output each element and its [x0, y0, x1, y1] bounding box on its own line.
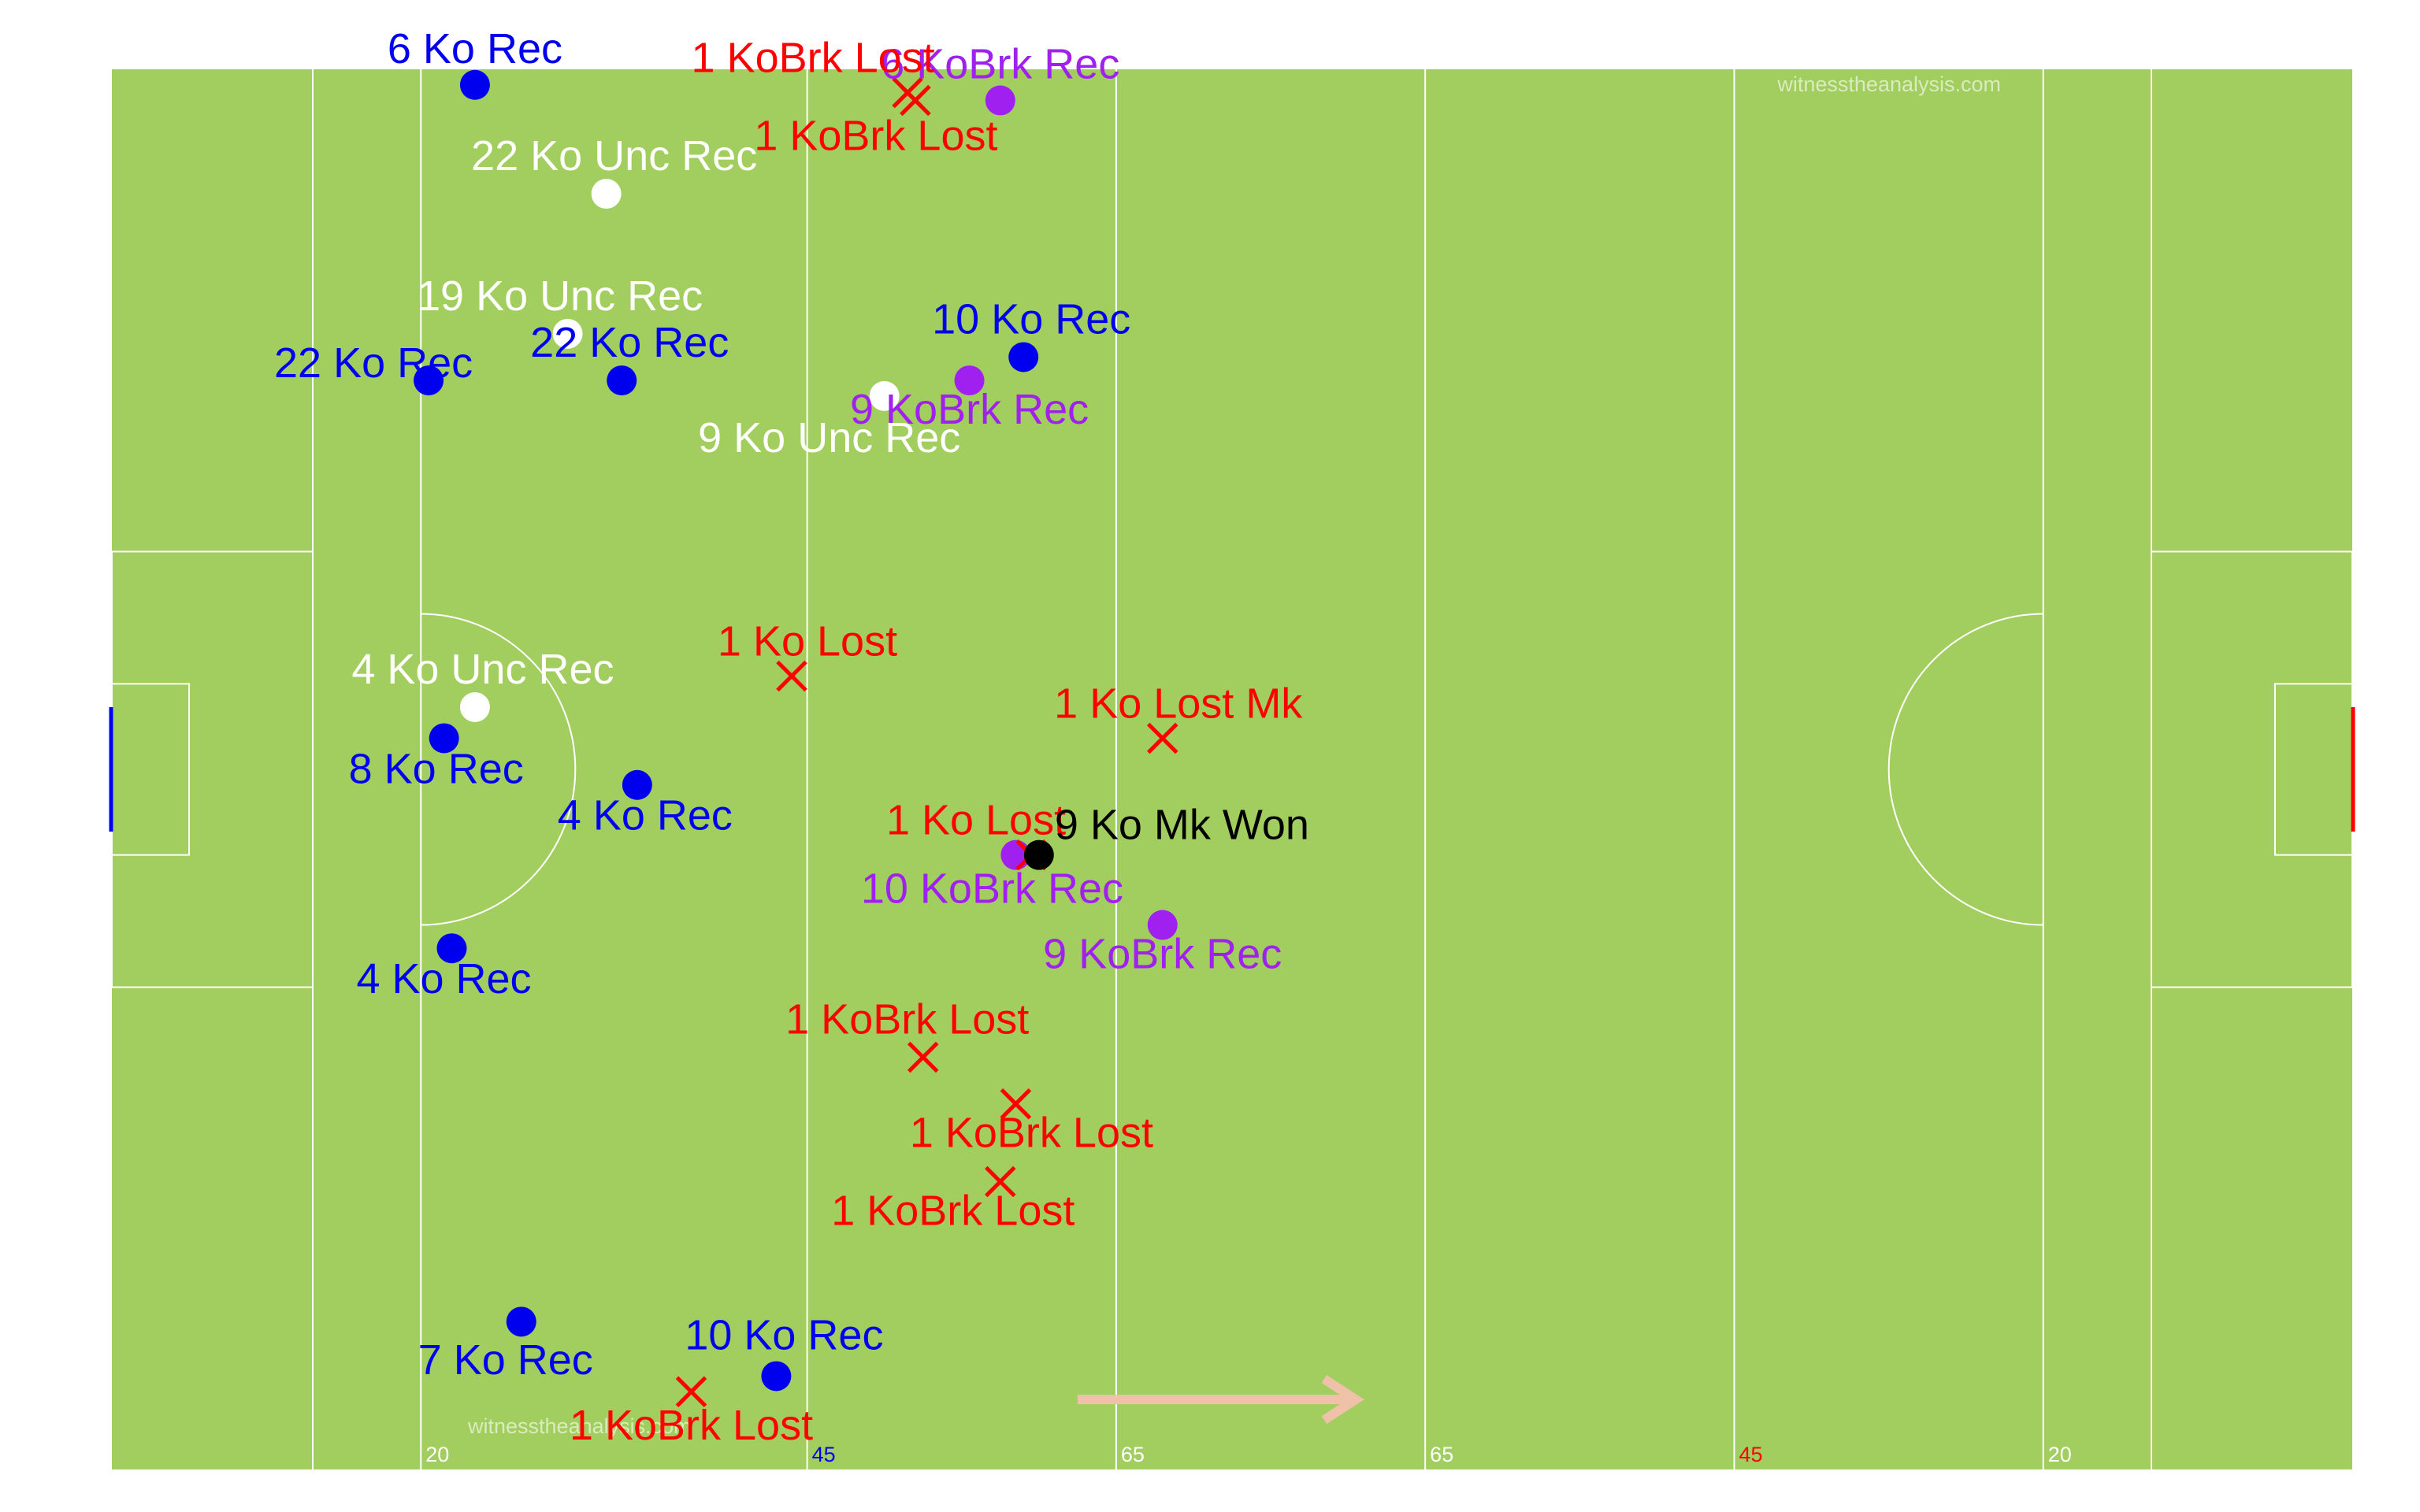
event-label: 1 Ko Lost Mk — [1054, 680, 1303, 727]
lost-cross-marker — [985, 1166, 1016, 1198]
event-label: 22 Ko Rec — [274, 339, 473, 387]
kobrk_rec-dot-marker — [1147, 910, 1178, 940]
rec-dot-marker — [761, 1361, 792, 1392]
attack-direction-arrow — [1077, 1375, 1364, 1425]
event-label: 1 KoBrk Lost — [692, 35, 935, 82]
event-markers — [414, 69, 1178, 1407]
event-label: 1 KoBrk Lost — [785, 995, 1029, 1043]
watermark-bottom: witnesstheanalysis.com — [467, 1414, 692, 1438]
event-label: 1 Ko Lost — [718, 617, 897, 665]
event-label: 9 Ko Mk Won — [1055, 802, 1309, 849]
unc_rec-dot-marker — [552, 318, 583, 349]
event-label: 6 KoBrk Rec — [881, 41, 1119, 88]
event-label: 22 Ko Unc Rec — [471, 132, 757, 180]
event-label: 22 Ko Rec — [530, 319, 729, 366]
event-label: 1 KoBrk Lost — [910, 1110, 1153, 1157]
rec-dot-marker — [607, 365, 637, 396]
lost-cross-marker — [1000, 1088, 1032, 1120]
lost-cross-marker — [675, 1376, 707, 1407]
x-tick-label: 45 — [812, 1443, 836, 1466]
arc-right — [1887, 613, 2043, 926]
event-label: 9 Ko Unc Rec — [698, 414, 960, 461]
arc-left — [421, 613, 577, 926]
event-label: 10 KoBrk Rec — [861, 865, 1123, 913]
lost-cross-marker — [900, 84, 931, 117]
event-label: 7 Ko Rec — [418, 1336, 593, 1384]
lost-cross-marker — [776, 660, 807, 692]
event-label: 1 KoBrk Lost — [831, 1187, 1075, 1234]
event-label: 4 Ko Rec — [558, 792, 733, 839]
lost-cross-marker — [907, 1041, 939, 1073]
x-axis-ticks: 20 45 65 65 45 20 — [425, 1443, 2071, 1466]
unc_rec-dot-marker — [591, 179, 622, 209]
event-label: 19 Ko Unc Rec — [417, 272, 703, 320]
x-tick-label: 20 — [425, 1443, 449, 1466]
event-label: 4 Ko Unc Rec — [351, 646, 614, 693]
rec-dot-marker — [459, 69, 490, 100]
mark_won-dot-marker — [1023, 839, 1054, 870]
unc_rec-dot-marker — [459, 691, 490, 722]
arrow-head — [1321, 1375, 1364, 1425]
rec-dot-marker — [429, 723, 459, 754]
event-label: 10 Ko Rec — [685, 1311, 883, 1358]
lost-cross-marker — [1146, 722, 1178, 754]
x-tick-label: 65 — [1121, 1443, 1145, 1466]
x-tick-label: 45 — [1739, 1443, 1762, 1466]
x-tick-label: 20 — [2048, 1443, 2072, 1466]
event-label: 9 KoBrk Rec — [1043, 930, 1282, 977]
pitch-surface — [112, 69, 2352, 1469]
event-labels: 6 Ko Rec 22 Ko Rec 22 Ko Rec 10 Ko Rec 8 Ko … — [274, 25, 1309, 1449]
event-label: 4 Ko Rec — [356, 955, 531, 1002]
watermark-top: witnesstheanalysis.com — [1776, 72, 2001, 96]
unc_rec-dot-marker — [869, 380, 900, 411]
event-label: 9 KoBrk Rec — [850, 386, 1089, 433]
event-label: 1 KoBrk Lost — [754, 112, 997, 159]
kobrk_rec-dot-marker — [954, 365, 985, 396]
event-label: 10 Ko Rec — [932, 295, 1130, 343]
event-label: 6 Ko Rec — [388, 25, 562, 72]
rec-dot-marker — [436, 933, 467, 964]
rec-dot-marker — [1008, 342, 1039, 372]
kobrk_rec-dot-marker — [985, 85, 1015, 116]
rec-dot-marker — [622, 769, 652, 800]
event-label: 1 KoBrk Lost — [570, 1402, 813, 1449]
rec-dot-marker — [414, 365, 444, 396]
event-label: 1 Ko Lost — [886, 797, 1066, 844]
event-label: 8 Ko Rec — [349, 745, 524, 792]
rec-dot-marker — [506, 1306, 536, 1337]
pitch-lines — [109, 69, 2355, 1469]
x-tick-label: 65 — [1430, 1443, 1453, 1466]
